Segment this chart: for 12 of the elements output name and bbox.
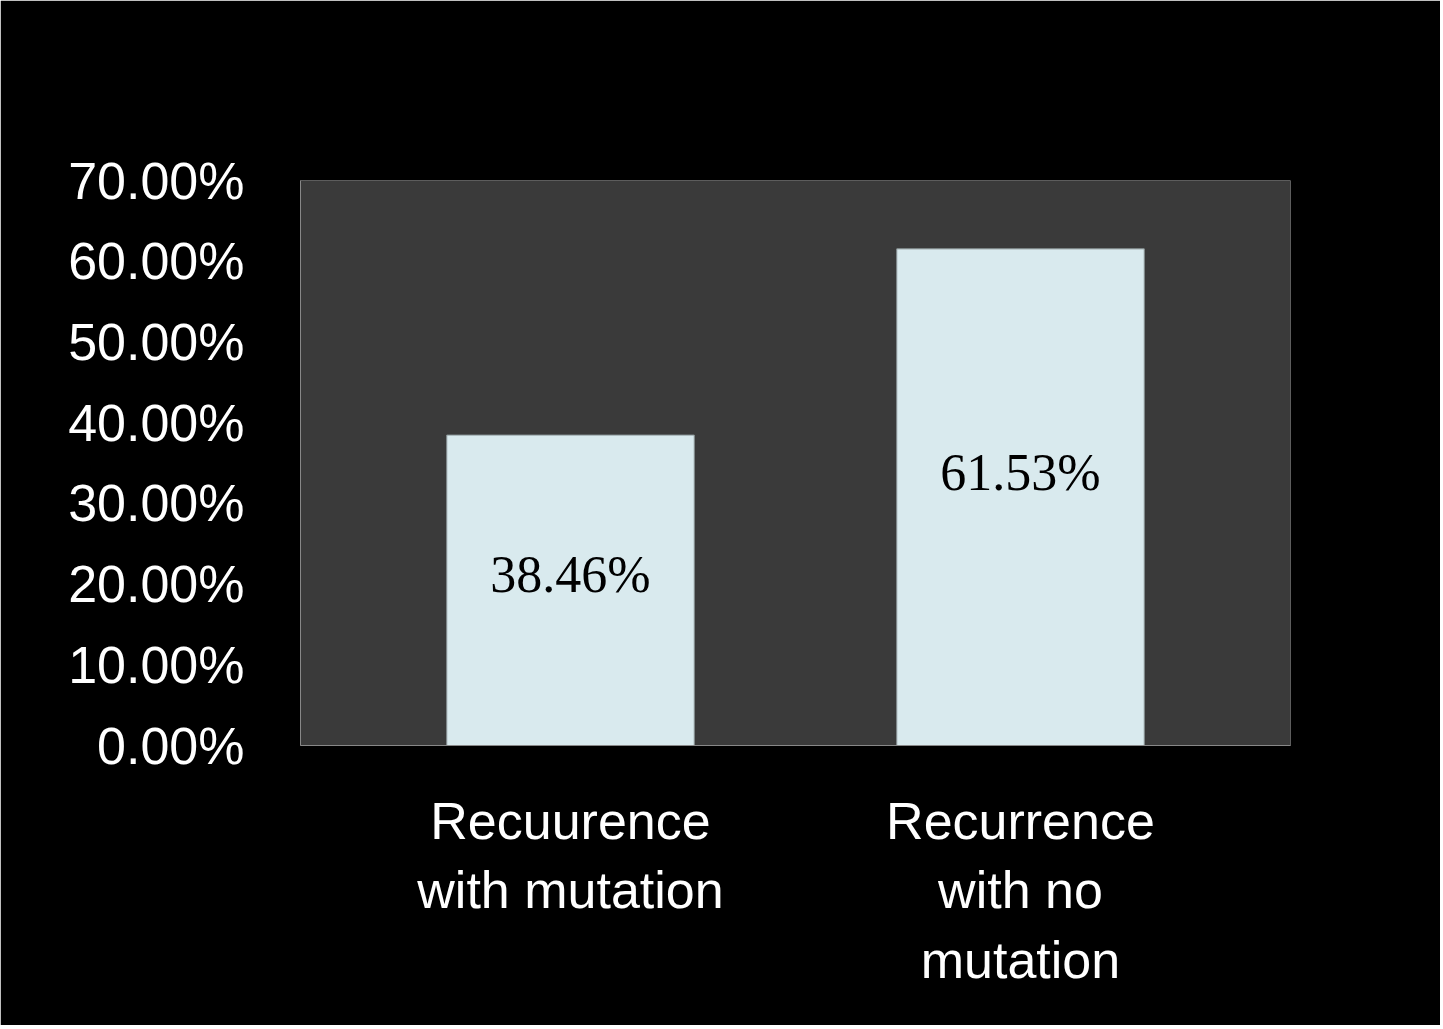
y-tick-label: 40.00% <box>68 393 245 452</box>
x-tick-label: Recurrence with no mutation <box>886 791 1155 989</box>
x-tick-label: Recuurence with mutation <box>416 791 724 920</box>
y-tick-label: 60.00% <box>68 232 245 291</box>
y-tick-label: 20.00% <box>68 555 245 614</box>
y-tick-label: 70.00% <box>68 151 245 210</box>
y-tick-label: 50.00% <box>68 312 245 371</box>
y-tick-label: 30.00% <box>68 474 245 533</box>
y-tick-label: 10.00% <box>68 635 245 694</box>
y-tick-label: 0.00% <box>97 716 245 775</box>
data-label: 61.53% <box>940 443 1101 501</box>
data-label: 38.46% <box>490 546 651 604</box>
